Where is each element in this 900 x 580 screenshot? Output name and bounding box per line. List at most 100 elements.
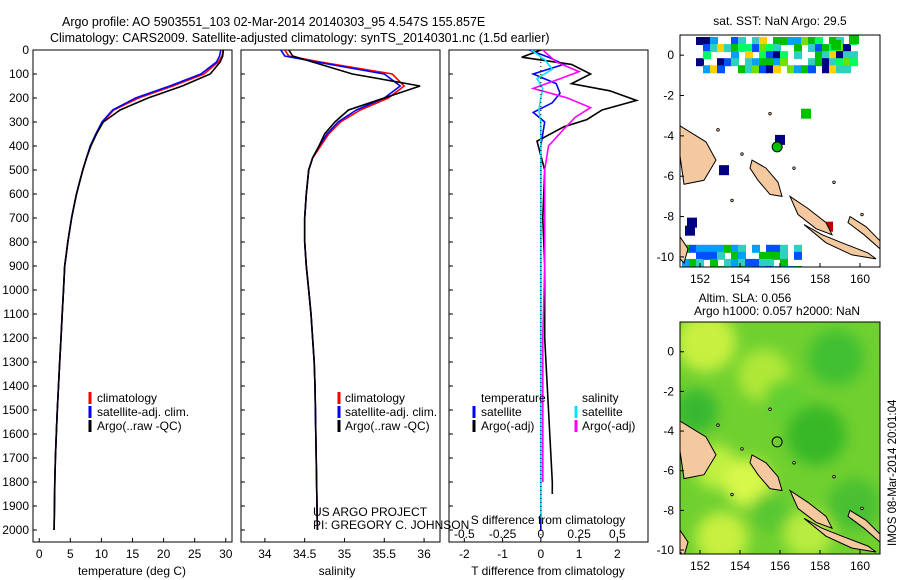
sst-cell — [759, 58, 767, 67]
temperature-x-axis: 0 5 10 15 20 25 30 — [36, 538, 233, 561]
land-islet — [716, 423, 720, 427]
sst-cell — [773, 37, 781, 46]
sst-cell — [710, 258, 718, 267]
sst-cell — [822, 44, 830, 53]
salinity-legend: climatology satellite-adj. clim. Argo(..… — [337, 391, 437, 433]
sla-map-title-line2: Argo h1000: 0.057 h2000: NaN — [694, 304, 860, 318]
map-x-tick-label: 160 — [850, 272, 870, 286]
sst-cell — [759, 65, 767, 74]
legend-label-s-satellite: satellite — [582, 405, 623, 419]
land-island — [680, 420, 717, 480]
sla-blob — [786, 405, 846, 466]
sst-cell — [794, 251, 802, 260]
land-islet — [792, 461, 796, 465]
temperature-legend: climatology satellite-adj. clim. Argo(..… — [88, 391, 189, 433]
land-islet — [860, 506, 864, 511]
sst-cell — [843, 58, 851, 67]
legend-label-t-satellite: satellite — [481, 405, 522, 419]
x-tick-label: 0 — [538, 547, 545, 561]
sst-cell — [703, 51, 711, 60]
sst-cell — [703, 251, 711, 260]
map-y-tick-label: -10 — [657, 543, 675, 557]
land-island — [788, 195, 834, 236]
sst-cell — [696, 244, 704, 253]
legend-title-temperature: temperature — [481, 391, 546, 405]
depth-tick-label: 0 — [22, 43, 29, 57]
sst-cell — [696, 251, 704, 260]
map-x-tick-label: 154 — [730, 559, 750, 573]
sst-cell — [850, 58, 858, 67]
sst-cell — [780, 244, 788, 253]
sst-cell — [710, 251, 718, 260]
sst-cell — [738, 37, 746, 46]
land-island — [749, 159, 783, 198]
depth-tick-label: 1100 — [3, 307, 29, 321]
sst-cell — [843, 44, 851, 53]
sla-map-title-line1: Altim. SLA: 0.056 — [699, 291, 792, 305]
figure-title-line1: Argo profile: AO 5903551_103 02-Mar-2014… — [62, 15, 485, 29]
temperature-plot — [53, 50, 225, 531]
project-line1: US ARGO PROJECT — [313, 505, 428, 519]
sst-cell — [766, 244, 774, 253]
sst-cell — [787, 265, 795, 267]
sst-cell — [822, 58, 830, 67]
sst-cell — [815, 51, 823, 60]
sst-cell — [766, 44, 774, 53]
depth-tick-label: 1000 — [2, 283, 29, 297]
sst-cell — [836, 65, 844, 74]
depth-tick-label: 1400 — [2, 379, 29, 393]
sst-cell — [780, 265, 788, 267]
sst-cell — [731, 244, 739, 253]
land-islet — [860, 212, 864, 217]
sst-cell — [808, 37, 816, 46]
sst-cell — [766, 51, 774, 60]
sst-cell — [808, 44, 816, 53]
sst-cell — [815, 44, 823, 53]
x-tick-label: 34 — [258, 547, 272, 561]
map-y-tick-label: -8 — [663, 503, 674, 517]
salinity-plot — [280, 50, 421, 531]
sst-cell — [766, 265, 774, 267]
sst-cell — [703, 65, 711, 74]
legend-label-t-argo: Argo(-adj) — [481, 419, 534, 433]
land-island — [680, 529, 689, 554]
sst-cell — [831, 40, 841, 51]
sst-cell — [773, 44, 781, 53]
sst-cell — [738, 251, 746, 260]
x-tick-label: 2 — [614, 547, 621, 561]
map-x-tick-label: 154 — [730, 272, 750, 286]
sst-cell — [689, 258, 697, 267]
depth-tick-label: 2000 — [2, 523, 29, 537]
land-islet — [832, 180, 836, 184]
legend-label-satellite: satellite-adj. clim. — [97, 405, 189, 419]
sst-cell — [775, 134, 785, 145]
x-tick-label-salinity: 0.25 — [567, 527, 591, 541]
sst-cell — [759, 44, 767, 53]
difference-panel-frame — [448, 49, 649, 543]
sla-blob — [828, 478, 880, 531]
temperature-xlabel: temperature (deg C) — [78, 564, 186, 578]
map-y-tick-label: 0 — [667, 48, 674, 62]
depth-tick-label: 900 — [9, 259, 29, 273]
sst-cell — [766, 258, 774, 267]
sst-cell — [773, 51, 781, 60]
x-tick-label-salinity: 0.5 — [609, 527, 626, 541]
difference-legend: temperature salinity satellite Argo(-adj… — [472, 391, 635, 433]
sst-cell — [738, 244, 746, 253]
sst-cell — [849, 35, 859, 45]
sst-cell — [745, 65, 753, 74]
map-x-tick-label: 156 — [770, 559, 790, 573]
sst-cell — [808, 65, 816, 74]
map-x-tick-label: 160 — [850, 559, 870, 573]
sst-cell — [731, 251, 739, 260]
sst-cell — [738, 65, 746, 74]
x-tick-label: 36 — [417, 547, 431, 561]
depth-tick-label: 400 — [9, 139, 29, 153]
sst-cell — [773, 265, 781, 267]
map-y-tick-label: -2 — [663, 384, 674, 398]
sla-blob — [750, 492, 790, 533]
land-islet — [740, 447, 744, 451]
legend-label-argo: Argo(..raw -QC) — [345, 419, 430, 433]
sst-cell — [745, 51, 753, 60]
depth-tick-label: 300 — [9, 115, 29, 129]
